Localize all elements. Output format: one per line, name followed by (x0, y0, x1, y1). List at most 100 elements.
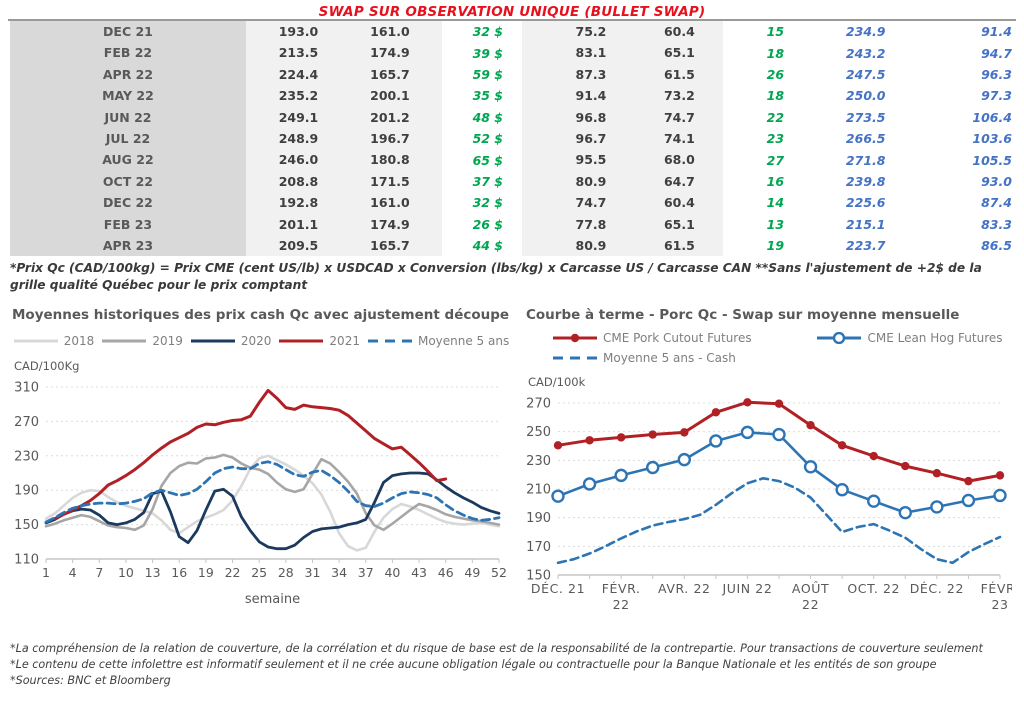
value-cell: 165.7 (331, 234, 442, 257)
value-cell: 77.8 (522, 213, 613, 235)
month-cell: JUN 22 (10, 106, 246, 128)
value-cell: 250.0 (845, 88, 886, 104)
svg-text:43: 43 (411, 565, 427, 580)
svg-text:31: 31 (305, 565, 321, 580)
table-row: FEB 22 213.5 174.9 39 $ 83.1 65.1 18 243.2 94.7 (10, 42, 1014, 64)
value-cell: 60.4 (612, 192, 723, 214)
svg-text:170: 170 (526, 540, 551, 555)
svg-text:110: 110 (14, 552, 39, 567)
value-cell: 87.3 (522, 63, 613, 86)
legend-label: 2018 (63, 333, 95, 348)
value-cell: 65 $ (472, 152, 504, 168)
legend-line-swatch-icon (817, 331, 862, 344)
legend-item: Moyenne 5 ans (367, 334, 509, 348)
svg-text:150: 150 (526, 568, 551, 583)
value-cell: 201.1 (245, 213, 332, 235)
month-cell: MAY 22 (10, 85, 246, 107)
svg-text:23: 23 (991, 597, 1008, 612)
svg-text:FÉVR.: FÉVR. (602, 581, 641, 596)
value-cell: 59 $ (472, 66, 504, 82)
bottom-footnotes: *La compréhension de la relation de couv… (10, 641, 1014, 690)
value-cell: 68.0 (612, 149, 723, 171)
month-cell: FEB 23 (10, 213, 246, 235)
svg-text:DÉC. 21: DÉC. 21 (531, 581, 585, 596)
svg-text:250: 250 (526, 425, 551, 440)
value-cell: 15 (766, 24, 785, 40)
table-row: MAY 22 235.2 200.1 35 $ 91.4 73.2 18 250.0 97.3 (10, 85, 1014, 107)
month-cell: FEB 22 (10, 42, 246, 64)
value-cell: 14 (766, 195, 785, 211)
svg-text:AVR. 22: AVR. 22 (658, 581, 711, 596)
value-cell: 80.9 (522, 170, 613, 193)
legend-label: CME Pork Cutout Futures (603, 330, 752, 345)
value-cell: 35 $ (472, 88, 504, 104)
value-cell: 193.0 (245, 21, 332, 43)
value-cell: 106.4 (972, 109, 1012, 125)
table-footnote: *Prix Qc (CAD/100kg) = Prix CME (cent US… (10, 261, 982, 292)
value-cell: 87.4 (981, 195, 1012, 211)
value-cell: 48 $ (472, 109, 504, 125)
svg-text:34: 34 (331, 565, 347, 580)
legend-item: 2020 (190, 333, 272, 348)
svg-text:52: 52 (491, 565, 507, 580)
svg-text:22: 22 (613, 597, 630, 612)
table-row: FEB 23 201.1 174.9 26 $ 77.8 65.1 13 215.1 83.3 (10, 213, 1014, 235)
footnote-line: *La compréhension de la relation de couv… (10, 641, 983, 655)
svg-text:16: 16 (171, 565, 187, 580)
table-row: OCT 22 208.8 171.5 37 $ 80.9 64.7 16 239.8 93.0 (10, 170, 1014, 193)
value-cell: 74.1 (612, 127, 723, 150)
value-cell: 273.5 (845, 109, 886, 125)
value-cell: 22 (766, 109, 785, 125)
month-cell: AUG 22 (10, 149, 246, 171)
svg-text:22: 22 (802, 597, 819, 612)
svg-text:49: 49 (464, 565, 480, 580)
svg-text:1: 1 (42, 565, 50, 580)
legend-label: 2021 (329, 333, 360, 348)
svg-text:230: 230 (14, 449, 39, 464)
value-cell: 19 (766, 238, 785, 254)
value-cell: 80.9 (522, 234, 613, 257)
table-row: JUL 22 248.9 196.7 52 $ 96.7 74.1 23 266.5 103.6 (10, 127, 1014, 150)
legend-label: Moyenne 5 ans - Cash (603, 350, 736, 365)
legend-item: CME Lean Hog Futures (816, 331, 1016, 345)
svg-text:10: 10 (118, 565, 134, 580)
month-cell: APR 23 (10, 234, 246, 257)
value-cell: 65.1 (612, 42, 723, 64)
value-cell: 61.5 (612, 234, 723, 257)
legend-label: Moyenne 5 ans (417, 333, 510, 348)
value-cell: 73.2 (612, 85, 723, 107)
legend-label: 2020 (240, 333, 272, 348)
value-cell: 248.9 (245, 127, 332, 150)
forward-curve-chart-block: Courbe à terme - Porc Qc - Swap sur moye… (524, 307, 1016, 631)
value-cell: 103.6 (972, 131, 1012, 147)
svg-text:210: 210 (526, 482, 551, 497)
value-cell: 174.9 (331, 213, 442, 235)
value-cell: 37 $ (472, 173, 504, 189)
value-cell: 97.3 (981, 88, 1012, 104)
value-cell: 86.5 (981, 238, 1012, 254)
page-title: SWAP SUR OBSERVATION UNIQUE (BULLET SWAP… (318, 4, 706, 20)
value-cell: 65.1 (612, 213, 723, 235)
table-row: APR 23 209.5 165.7 44 $ 80.9 61.5 19 223.7 86.5 (10, 234, 1014, 257)
legend-item: 2018 (13, 333, 95, 348)
legend-line-swatch-icon (367, 339, 412, 343)
value-cell: 161.0 (331, 21, 442, 43)
value-cell: 91.4 (981, 24, 1012, 40)
value-cell: 26 $ (472, 216, 504, 232)
value-cell: 83.3 (981, 216, 1012, 232)
table-row: APR 22 224.4 165.7 59 $ 87.3 61.5 26 247.5 96.3 (10, 63, 1014, 86)
legend-line-swatch-icon (279, 339, 324, 343)
value-cell: 224.4 (245, 63, 332, 86)
value-cell: 74.7 (612, 106, 723, 128)
month-cell: OCT 22 (10, 170, 246, 193)
table-row: DEC 22 192.8 161.0 32 $ 74.7 60.4 14 225.6 87.4 (10, 192, 1014, 214)
legend-line-swatch-icon (13, 339, 58, 343)
value-cell: 192.8 (245, 192, 332, 214)
value-cell: 23 (766, 131, 785, 147)
value-cell: 243.2 (845, 45, 886, 61)
forward-chart-title: Courbe à terme - Porc Qc - Swap sur moye… (526, 306, 960, 323)
legend-line-swatch-icon (190, 339, 235, 343)
value-cell: 225.6 (845, 195, 886, 211)
forward-chart-legend: CME Pork Cutout Futures CME Lean Hog Futu… (524, 331, 1016, 365)
